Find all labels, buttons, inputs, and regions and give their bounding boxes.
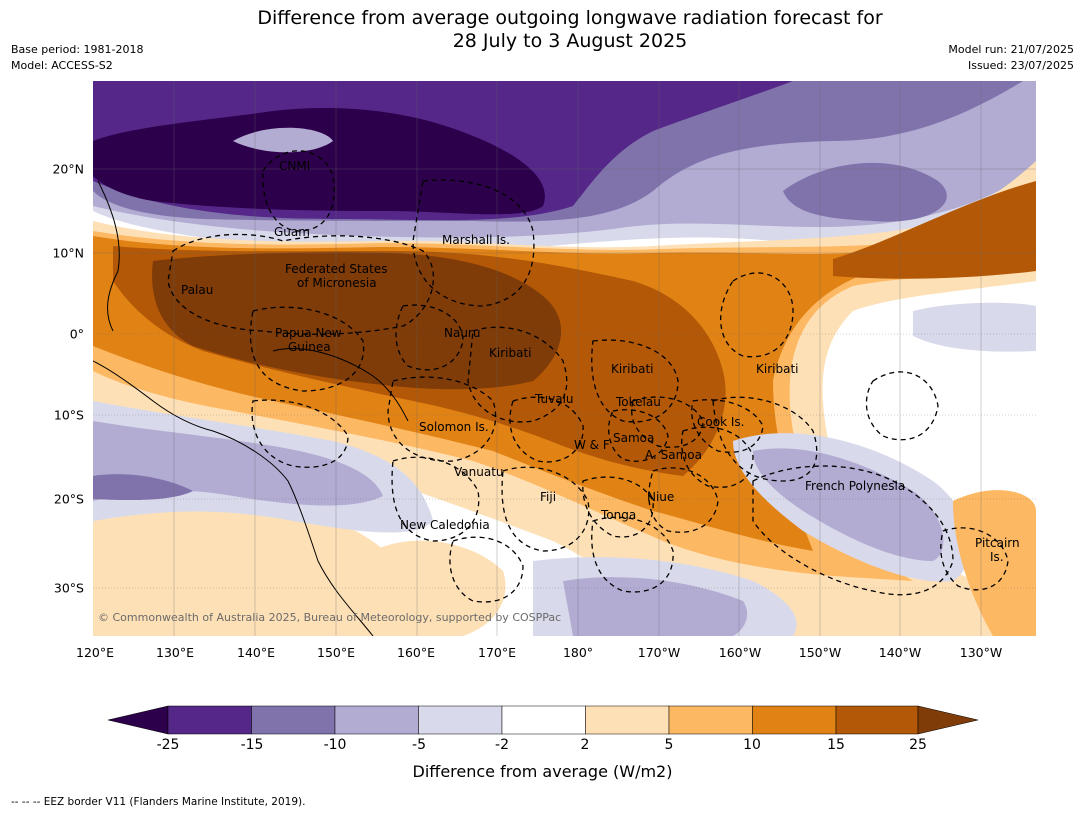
colorbar-segment bbox=[585, 705, 670, 735]
purple-fpoly-c bbox=[753, 448, 944, 561]
label-cnmi: CNMI bbox=[279, 159, 310, 173]
chart-title: Difference from average outgoing longwav… bbox=[0, 7, 1085, 53]
colorbar-label: -5 bbox=[412, 737, 426, 753]
colorbar-segment bbox=[418, 705, 503, 735]
orange-southeast-fdb863 bbox=[953, 490, 1036, 636]
label-new-caledonia: New Caledonia bbox=[400, 518, 490, 532]
issued-date: Issued: 23/07/2025 bbox=[967, 59, 1074, 72]
purple-band-core bbox=[93, 108, 545, 215]
title-line-2: 28 July to 3 August 2025 bbox=[452, 30, 688, 52]
colorbar-label: 2 bbox=[580, 737, 590, 753]
label-cook-islands: Cook Is. bbox=[697, 415, 744, 429]
x-tick-label: 150°W bbox=[798, 645, 842, 660]
colorbar-label: -2 bbox=[495, 737, 509, 753]
colorbar-segment bbox=[501, 705, 586, 735]
grid bbox=[93, 81, 1036, 636]
label-niue: Niue bbox=[647, 490, 674, 504]
label-american-samoa: A. Samoa bbox=[645, 448, 702, 462]
colorbar-title: Difference from average (W/m2) bbox=[412, 762, 673, 781]
x-tick-label: 140°W bbox=[878, 645, 922, 660]
label-fsm-line2: of Micronesia bbox=[297, 276, 377, 290]
purple-southeast-c bbox=[563, 577, 748, 636]
base-period: Base period: 1981-2018 bbox=[11, 43, 144, 56]
colorbar-label: -10 bbox=[323, 737, 347, 753]
label-pitcairn-line1: Pitcairn bbox=[975, 536, 1020, 550]
colorbar-arrow-low bbox=[108, 705, 169, 735]
label-tonga: Tonga bbox=[600, 508, 636, 522]
label-tuvalu: Tuvalu bbox=[534, 392, 574, 406]
orange-band-7f3b08 bbox=[152, 252, 562, 390]
y-tick-label: 10°S bbox=[53, 407, 84, 423]
y-tick-label: 10°N bbox=[52, 245, 84, 261]
eez-borders bbox=[167, 150, 1009, 603]
label-png-line1: Papua New bbox=[275, 326, 342, 340]
olr-map: CNMI Guam Marshall Is. Federated States … bbox=[93, 81, 1036, 636]
orange-southwest-fee0b6 bbox=[370, 540, 506, 636]
purple-band-b2 bbox=[783, 162, 947, 222]
y-tick-label: 0° bbox=[69, 326, 84, 342]
y-tick-label: 20°S bbox=[53, 491, 84, 507]
colorbar-segment bbox=[668, 705, 753, 735]
label-tokelau: Tokelau bbox=[615, 395, 661, 409]
colorbar-label: 10 bbox=[743, 737, 761, 753]
x-tick-label: 150°E bbox=[316, 645, 356, 660]
meta-right: Model run: 21/07/2025 Issued: 23/07/2025 bbox=[948, 42, 1074, 74]
meta-left: Base period: 1981-2018 Model: ACCESS-S2 bbox=[11, 42, 143, 74]
label-fsm-line1: Federated States bbox=[285, 262, 387, 276]
label-marshall-islands: Marshall Is. bbox=[442, 233, 510, 247]
x-tick-label: 180° bbox=[562, 645, 594, 660]
x-tick-label: 130°W bbox=[959, 645, 1003, 660]
label-vanuatu: Vanuatu bbox=[454, 465, 504, 479]
purple-south-b bbox=[93, 474, 193, 501]
y-tick-label: 30°S bbox=[53, 580, 84, 596]
x-tick-label: 140°E bbox=[236, 645, 276, 660]
colorbar-segment bbox=[334, 705, 419, 735]
orange-band-b35806-east bbox=[833, 181, 1036, 279]
place-labels: CNMI Guam Marshall Is. Federated States … bbox=[98, 159, 1020, 624]
label-solomon-islands: Solomon Is. bbox=[419, 420, 489, 434]
colorbar-label: -25 bbox=[156, 737, 180, 753]
label-pitcairn-line2: Is. bbox=[990, 550, 1004, 564]
colorbar-segment bbox=[835, 705, 919, 735]
title-line-1: Difference from average outgoing longwav… bbox=[257, 7, 883, 29]
x-tick-label: 170°E bbox=[477, 645, 517, 660]
colorbar-label: 15 bbox=[827, 737, 845, 753]
label-guam: Guam bbox=[274, 225, 310, 239]
purple-blob-lightnw bbox=[233, 127, 333, 153]
label-kiribati-east: Kiribati bbox=[756, 362, 798, 376]
copyright-text: © Commonwealth of Australia 2025, Bureau… bbox=[98, 611, 561, 624]
label-fiji: Fiji bbox=[540, 490, 556, 504]
colorbar-segment bbox=[167, 705, 252, 735]
y-tick-label: 20°N bbox=[52, 161, 84, 177]
model-name: Model: ACCESS-S2 bbox=[11, 59, 113, 72]
model-run: Model run: 21/07/2025 bbox=[948, 43, 1074, 56]
colorbar bbox=[108, 705, 978, 735]
x-tick-label: 160°E bbox=[396, 645, 436, 660]
x-tick-label: 170°W bbox=[637, 645, 681, 660]
label-french-polynesia: French Polynesia bbox=[805, 479, 905, 493]
label-palau: Palau bbox=[181, 283, 213, 297]
purple-east-d bbox=[913, 302, 1036, 352]
coastline-australia bbox=[93, 360, 374, 636]
x-tick-label: 130°E bbox=[155, 645, 195, 660]
label-samoa: Samoa bbox=[613, 431, 654, 445]
coastline-png bbox=[272, 348, 409, 422]
label-wallis-futuna: W & F bbox=[574, 438, 610, 452]
label-png-line2: Guinea bbox=[288, 340, 331, 354]
label-kiribati-west: Kiribati bbox=[489, 346, 531, 360]
colorbar-label: 25 bbox=[909, 737, 927, 753]
colorbar-segment bbox=[251, 705, 336, 735]
x-tick-label: 120°E bbox=[75, 645, 115, 660]
label-kiribati-central: Kiribati bbox=[611, 362, 653, 376]
coastline-philippines bbox=[97, 180, 120, 332]
eez-footnote: -- -- -- EEZ border V11 (Flanders Marine… bbox=[11, 796, 306, 808]
label-nauru: Nauru bbox=[444, 326, 480, 340]
colorbar-label: 5 bbox=[664, 737, 674, 753]
x-tick-label: 160°W bbox=[718, 645, 762, 660]
colorbar-segment bbox=[752, 705, 837, 735]
colorbar-arrow-high bbox=[917, 705, 978, 735]
colorbar-label: -15 bbox=[240, 737, 264, 753]
